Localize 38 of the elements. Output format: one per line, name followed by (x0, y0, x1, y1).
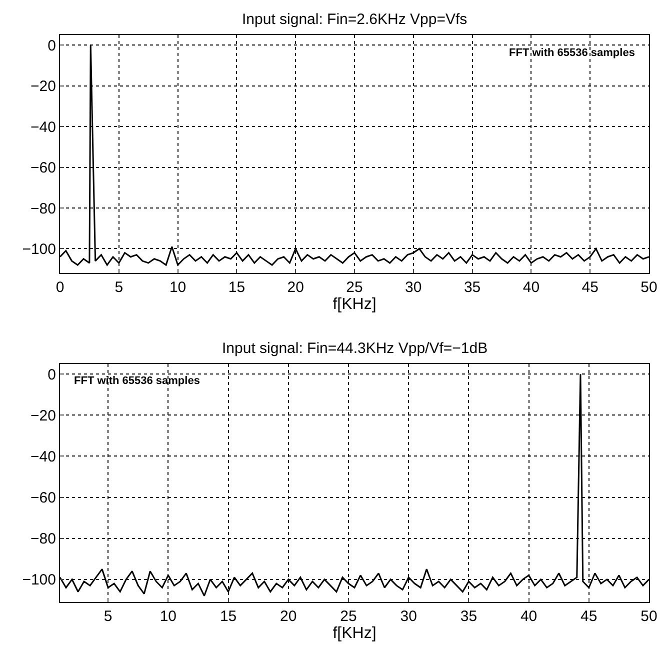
x-tick-label: 20 (287, 279, 304, 296)
x-tick-label: 25 (340, 608, 357, 625)
x-tick-label: 15 (228, 279, 246, 296)
x-axis-title: f[KHz] (332, 625, 376, 642)
x-tick-label: 50 (640, 608, 658, 625)
y-tick-label: 0 (48, 37, 56, 54)
x-tick-label: 10 (160, 608, 177, 625)
annotation: FFT with 65536 samples (509, 47, 635, 59)
x-tick-label: 50 (640, 279, 658, 296)
y-tick-label: −20 (30, 78, 56, 96)
y-tick-label: −40 (30, 448, 56, 466)
y-tick-label: 0 (48, 366, 56, 384)
y-tick-label: −100 (22, 240, 56, 258)
x-tick-label: 5 (104, 608, 112, 625)
chart-title: Input signal: Fin=2.6KHz Vpp=Vfs (242, 11, 468, 28)
x-tick-label: 45 (582, 279, 598, 296)
x-tick-label: 35 (460, 608, 478, 625)
y-tick-label: −40 (30, 118, 56, 136)
x-tick-label: 25 (346, 279, 363, 296)
x-tick-label: 40 (522, 279, 540, 296)
x-axis-title: f[KHz] (332, 296, 376, 314)
y-tick-label: −60 (30, 160, 56, 177)
x-tick-label: 45 (580, 608, 598, 625)
x-tick-label: 35 (464, 279, 481, 296)
y-tick-label: −80 (30, 200, 56, 218)
y-tick-label: −100 (22, 572, 56, 589)
x-tick-label: 20 (280, 608, 297, 625)
x-tick-label: 15 (220, 608, 237, 625)
x-tick-label: 40 (520, 608, 538, 625)
x-tick-label: 30 (405, 279, 422, 296)
chart-title: Input signal: Fin=44.3KHz Vpp/Vf=−1dB (222, 340, 488, 357)
x-tick-label: 30 (400, 608, 417, 625)
y-tick-label: −20 (30, 407, 56, 424)
y-tick-label: −80 (30, 530, 56, 548)
y-tick-label: −60 (30, 490, 56, 507)
annotation: FFT with 65536 samples (74, 375, 200, 387)
x-tick-label: 10 (169, 279, 186, 296)
x-tick-label: 5 (114, 279, 124, 296)
